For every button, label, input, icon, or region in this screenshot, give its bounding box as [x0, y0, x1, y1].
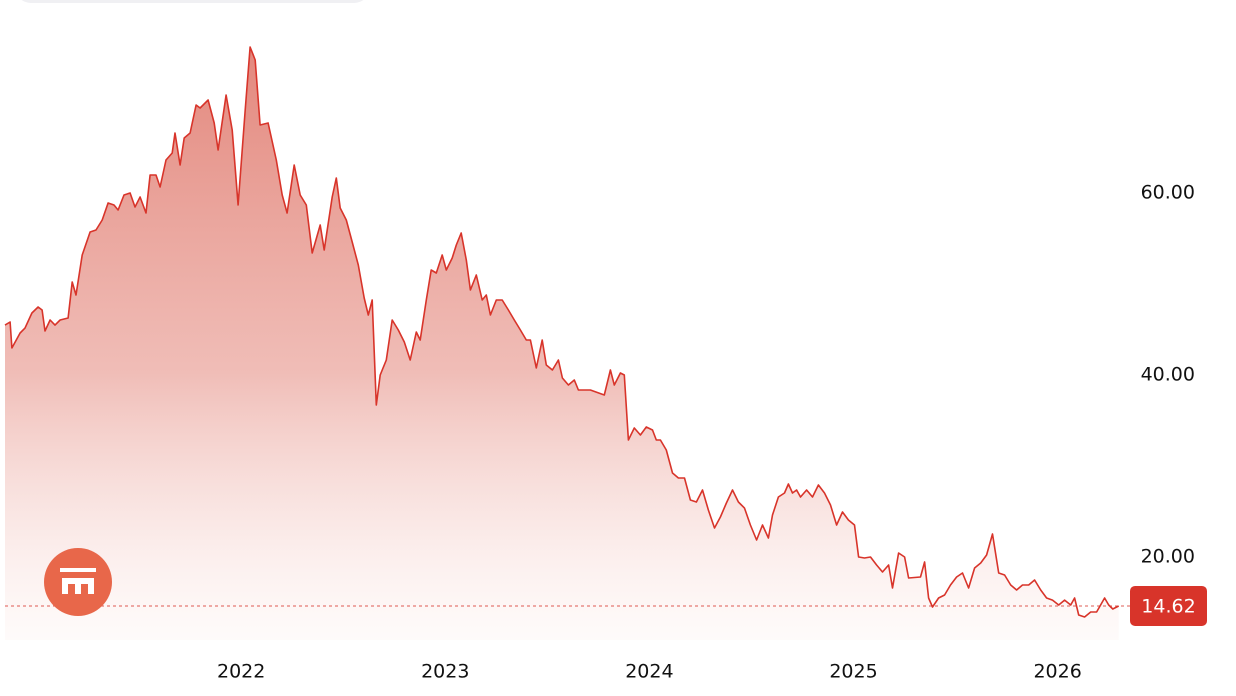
price-line — [4, 46, 1120, 618]
x-tick-label: 2024 — [625, 661, 673, 683]
y-tick-label: 20.00 — [1141, 546, 1195, 568]
last-price-label: 14.62 — [1141, 595, 1195, 617]
x-tick-label: 2023 — [421, 661, 469, 683]
x-tick-label: 2026 — [1033, 661, 1081, 683]
x-tick-label: 2022 — [217, 661, 265, 683]
top-pill — [21, 0, 364, 3]
y-tick-label: 60.00 — [1141, 182, 1195, 204]
y-tick-label: 40.00 — [1141, 364, 1195, 386]
last-price-badge — [1130, 585, 1207, 626]
price-area — [5, 47, 1119, 640]
x-tick-label: 2025 — [829, 661, 877, 683]
logo — [44, 548, 112, 616]
plot-area — [4, 46, 1130, 640]
